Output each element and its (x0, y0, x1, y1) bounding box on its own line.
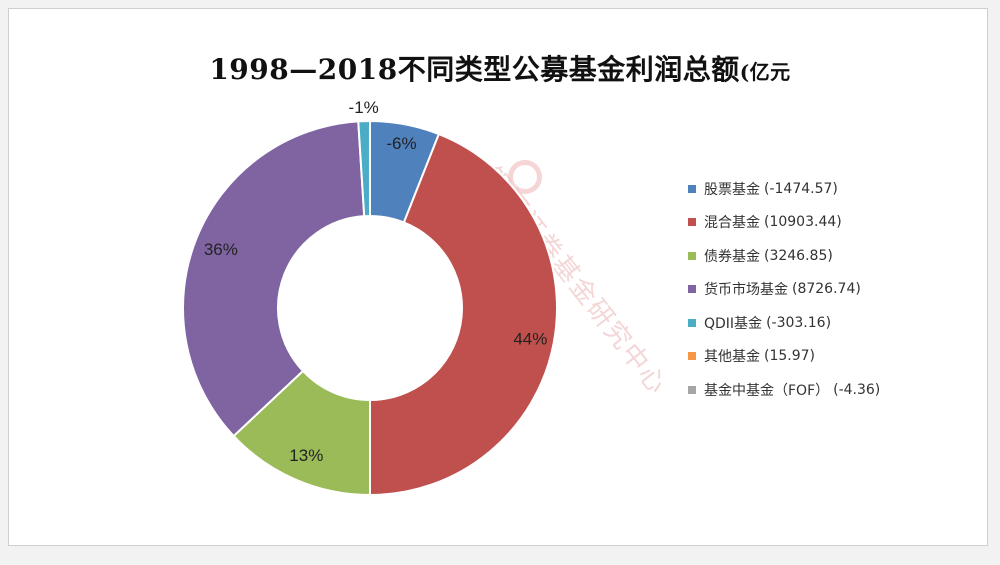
legend-value-3: (8726.74) (792, 281, 861, 298)
legend-item-1: 混合基金 (10903.44) (688, 206, 880, 240)
legend-label-5: 其他基金 (704, 349, 760, 366)
chart-title-unit: (亿元 (739, 60, 791, 84)
donut-slice-1 (369, 132, 558, 497)
donut-slice-4 (357, 119, 371, 218)
legend-value-6: (-4.36) (833, 381, 881, 398)
legend-label-4: QDII基金 (704, 315, 763, 332)
slice-label-3: 36% (204, 240, 238, 259)
legend-item-5: 其他基金 (15.97) (688, 340, 880, 374)
legend-label-0: 股票基金 (704, 181, 760, 198)
legend-label-6: 基金中基金（FOF） (704, 382, 830, 399)
donut-slice-3 (182, 120, 366, 438)
watermark-logo-icon (508, 160, 542, 194)
legend-item-6: 基金中基金（FOF） (-4.36) (688, 373, 880, 407)
legend-value-0: (-1474.57) (764, 180, 838, 197)
legend-swatch-0 (688, 184, 696, 193)
legend-value-4: (-303.16) (766, 314, 832, 331)
slice-label-2: 13% (289, 446, 323, 465)
legend-label-3: 货币市场基金 (704, 282, 788, 299)
legend-item-3: 货币市场基金 (8726.74) (688, 273, 880, 307)
legend-swatch-2 (688, 251, 696, 260)
chart-title-main: 1998—2018不同类型公募基金利润总额 (209, 53, 740, 86)
legend-swatch-3 (688, 285, 696, 294)
chart-title: 1998—2018不同类型公募基金利润总额(亿元 (0, 48, 1000, 88)
legend-swatch-1 (688, 218, 696, 227)
legend-value-2: (3246.85) (764, 247, 833, 264)
chart-legend: 股票基金 (-1474.57) 混合基金 (10903.44) 债券基金 (3246.85… (688, 172, 880, 407)
legend-label-1: 混合基金 (704, 215, 760, 232)
slice-label-1: 44% (513, 330, 547, 349)
legend-value-5: (15.97) (764, 348, 816, 365)
legend-item-0: 股票基金 (-1474.57) (688, 172, 880, 206)
legend-item-4: QDII基金 (-303.16) (688, 306, 880, 340)
legend-swatch-4 (688, 318, 696, 327)
legend-value-1: (10903.44) (764, 214, 842, 231)
legend-swatch-5 (688, 352, 696, 361)
slice-label-0: -6% (386, 134, 416, 153)
legend-item-2: 债券基金 (3246.85) (688, 239, 880, 273)
slice-label-4: -1% (349, 98, 379, 117)
legend-swatch-6 (688, 385, 696, 394)
legend-label-2: 债券基金 (704, 248, 760, 265)
